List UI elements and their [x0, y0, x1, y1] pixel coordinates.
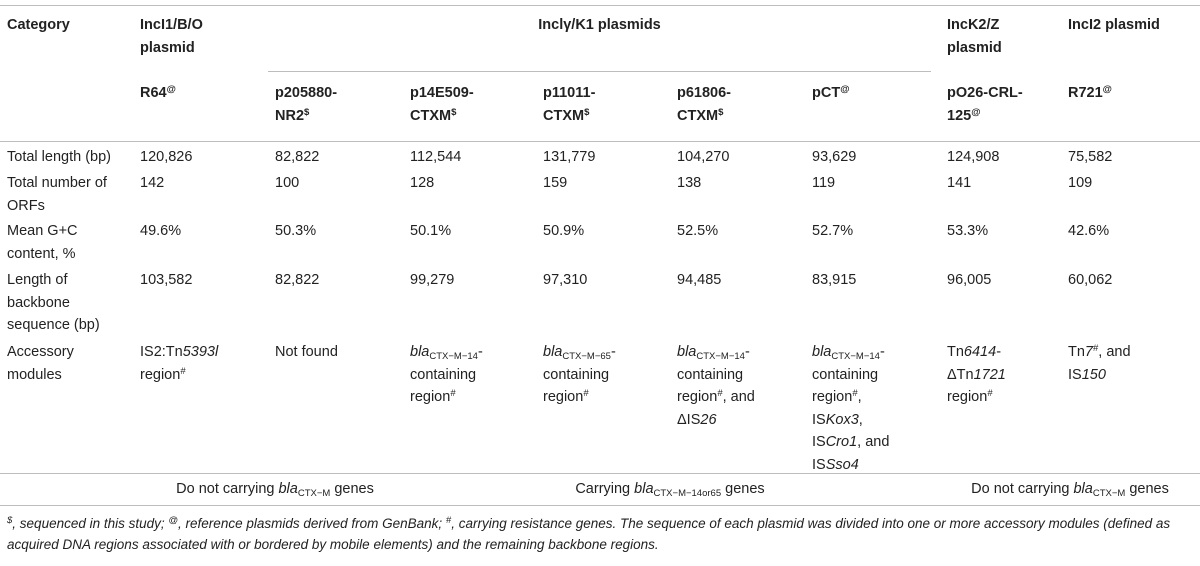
rule-body-bottom — [0, 473, 1200, 474]
cell-orfs-po26: 141 — [947, 175, 972, 191]
row-label-accessory: Accessory modules — [7, 344, 74, 383]
cell-orfs-r721: 109 — [1068, 175, 1093, 191]
cell-accessory-r721: Tn7#, and IS150 — [1068, 343, 1131, 383]
cell-accessory-po26: Tn6414- ΔTn1721 region# — [947, 344, 1006, 405]
cell-accessory-p205880: Not found — [275, 344, 338, 360]
header-inci1-group: IncI1/B/O plasmid — [140, 14, 203, 59]
cell-accessory-p11011: blaCTX−M−65- containing region# — [543, 344, 616, 405]
rule-top — [0, 5, 1200, 6]
row-label-backbone: Length of backbone sequence (bp) — [7, 272, 100, 333]
cell-total-length-r64: 120,826 — [140, 149, 193, 165]
col-header-p205880: p205880- NR2$ — [275, 85, 338, 124]
cell-gc-p205880: 50.3% — [275, 223, 317, 239]
cell-total-length-p14e509: 112,544 — [410, 149, 462, 165]
cell-accessory-p14e509: blaCTX−M−14- containing region# — [410, 344, 483, 405]
row-label-total-length: Total length (bp) — [7, 149, 111, 165]
header-inci1-line2: plasmid — [140, 39, 195, 56]
cell-gc-pct: 52.7% — [812, 223, 854, 239]
summary-middle: Carrying blaCTX−M−14or65 genes — [575, 481, 765, 499]
rule-summary-bottom — [0, 505, 1200, 506]
cell-accessory-r64: IS2:Tn5393l region# — [140, 344, 219, 383]
cell-orfs-pct: 119 — [812, 175, 836, 191]
cell-total-length-po26: 124,908 — [947, 149, 1000, 165]
col-header-p61806: p61806- CTXM$ — [677, 85, 732, 124]
cell-backbone-p205880: 82,822 — [275, 272, 320, 288]
cell-backbone-po26: 96,005 — [947, 272, 992, 288]
row-label-gc: Mean G+C content, % — [7, 223, 78, 262]
cell-orfs-p11011: 159 — [543, 175, 568, 191]
cell-gc-p14e509: 50.1% — [410, 223, 452, 239]
cell-total-length-p205880: 82,822 — [275, 149, 320, 165]
col-header-po26: pO26-CRL- 125@ — [947, 85, 1023, 124]
cell-backbone-p14e509: 99,279 — [410, 272, 455, 288]
summary-right: Do not carrying blaCTX−M genes — [971, 481, 1169, 499]
cell-total-length-pct: 93,629 — [812, 149, 857, 165]
header-inck2-group: IncK2/Z plasmid — [947, 14, 1002, 59]
header-inciy-group: Inclγ/K1 plasmids — [538, 17, 661, 33]
cell-backbone-p61806: 94,485 — [677, 272, 722, 288]
cell-orfs-p61806: 138 — [677, 175, 702, 191]
header-inci1-line1: IncI1/B/O — [140, 17, 203, 33]
rule-header-bottom — [0, 141, 1200, 142]
col-header-r721: R721@ — [1068, 84, 1112, 101]
rule-subgroup — [268, 71, 931, 72]
cell-backbone-p11011: 97,310 — [543, 272, 588, 288]
header-inck2-line1: IncK2/Z — [947, 17, 1000, 33]
cell-accessory-pct: blaCTX−M−14- containing region#, ISKox3,… — [812, 344, 890, 473]
header-inck2-line2: plasmid — [947, 39, 1002, 56]
cell-accessory-p61806: blaCTX−M−14- containing region#, and ΔIS… — [677, 344, 755, 428]
col-header-r64: R64@ — [140, 84, 176, 101]
cell-backbone-r721: 60,062 — [1068, 272, 1113, 288]
header-inci2-group: IncI2 plasmid — [1068, 17, 1160, 33]
table-footnote: $, sequenced in this study; @, reference… — [7, 515, 1171, 552]
cell-orfs-p205880: 100 — [275, 175, 300, 191]
cell-gc-po26: 53.3% — [947, 223, 989, 239]
cell-total-length-p61806: 104,270 — [677, 149, 730, 165]
cell-gc-r64: 49.6% — [140, 223, 182, 239]
row-label-orfs: Total number of ORFs — [7, 175, 107, 214]
cell-backbone-r64: 103,582 — [140, 272, 193, 288]
cell-gc-p61806: 52.5% — [677, 223, 719, 239]
cell-gc-r721: 42.6% — [1068, 223, 1110, 239]
cell-orfs-r64: 142 — [140, 175, 165, 191]
cell-total-length-r721: 75,582 — [1068, 149, 1113, 165]
col-header-p14e509: p14E509- CTXM$ — [410, 85, 474, 124]
col-header-p11011: p11011- CTXM$ — [543, 85, 596, 124]
cell-total-length-p11011: 131,779 — [543, 149, 596, 165]
col-header-pct: pCT@ — [812, 84, 850, 101]
cell-gc-p11011: 50.9% — [543, 223, 585, 239]
summary-left: Do not carrying blaCTX−M genes — [176, 481, 374, 499]
cell-orfs-p14e509: 128 — [410, 175, 435, 191]
header-category: Category — [7, 17, 70, 33]
cell-backbone-pct: 83,915 — [812, 272, 857, 288]
